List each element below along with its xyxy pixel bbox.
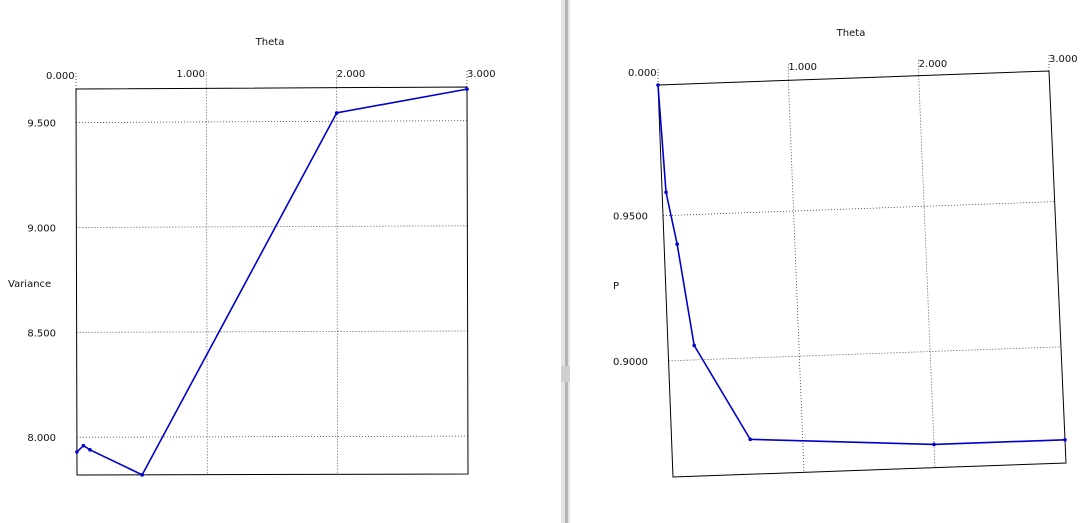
y-tick-label: 8.500: [27, 328, 56, 339]
x-tick-label: 0.000: [46, 71, 75, 82]
x-gridline: [336, 87, 339, 475]
y-gridline: [76, 120, 468, 123]
data-point: [1063, 437, 1067, 442]
data-point: [692, 343, 696, 348]
data-point: [88, 447, 92, 452]
x-gridline: [918, 75, 936, 468]
data-point: [465, 87, 469, 91]
data-point: [675, 242, 679, 247]
x-tick-label: 2.000: [337, 69, 366, 80]
y-tick-label: 9.500: [27, 119, 56, 130]
x-tick-label: 1.000: [788, 62, 817, 73]
chart-title: Theta: [836, 28, 866, 39]
x-gridline: [787, 80, 805, 473]
plot-frame: [75, 86, 469, 476]
data-point: [334, 111, 339, 115]
y-axis-label: P: [613, 281, 619, 292]
y-tick-label: 8.000: [27, 433, 56, 444]
variance-chart: Theta Variance 0.000 1.000 2.000 3.000 9.500 9.…: [8, 37, 496, 477]
plot-frame: [657, 70, 1067, 478]
x-tick-label: 3.000: [467, 69, 496, 80]
y-gridline: [76, 330, 468, 333]
x-tick-label: 3.000: [1049, 54, 1078, 65]
p-chart-panel: Theta P 0.000 1.000 2.000 3.000 0.9500 0.9000: [570, 0, 1083, 523]
data-point: [932, 442, 936, 447]
series-line: [657, 84, 1066, 446]
y-axis-label: Variance: [8, 279, 51, 290]
data-point: [140, 473, 144, 477]
divider-grip[interactable]: [561, 366, 570, 382]
y-gridline: [76, 435, 468, 438]
p-chart: Theta P 0.000 1.000 2.000 3.000 0.9500 0.9000: [613, 28, 1078, 478]
y-tick-label: 9.000: [27, 223, 56, 234]
x-tick-label: 1.000: [176, 69, 205, 80]
split-pane-divider[interactable]: [561, 0, 570, 523]
chart-title: Theta: [255, 37, 285, 48]
x-gridline: [205, 88, 208, 475]
divider-bar[interactable]: [565, 0, 568, 523]
variance-chart-panel: Theta Variance 0.000 1.000 2.000 3.000 9.500 9.…: [8, 37, 496, 477]
series-line: [76, 88, 468, 476]
data-point: [75, 450, 79, 454]
data-point: [664, 190, 668, 195]
data-point: [748, 437, 753, 442]
y-gridline: [76, 225, 468, 228]
y-gridline: [668, 346, 1061, 362]
x-tick-label: 0.000: [628, 68, 657, 79]
x-tick-label: 2.000: [919, 59, 948, 70]
data-point: [81, 443, 86, 448]
y-tick-label: 0.9000: [613, 357, 648, 368]
y-tick-label: 0.9500: [613, 212, 648, 223]
data-point: [656, 83, 660, 87]
y-gridline: [662, 201, 1055, 217]
